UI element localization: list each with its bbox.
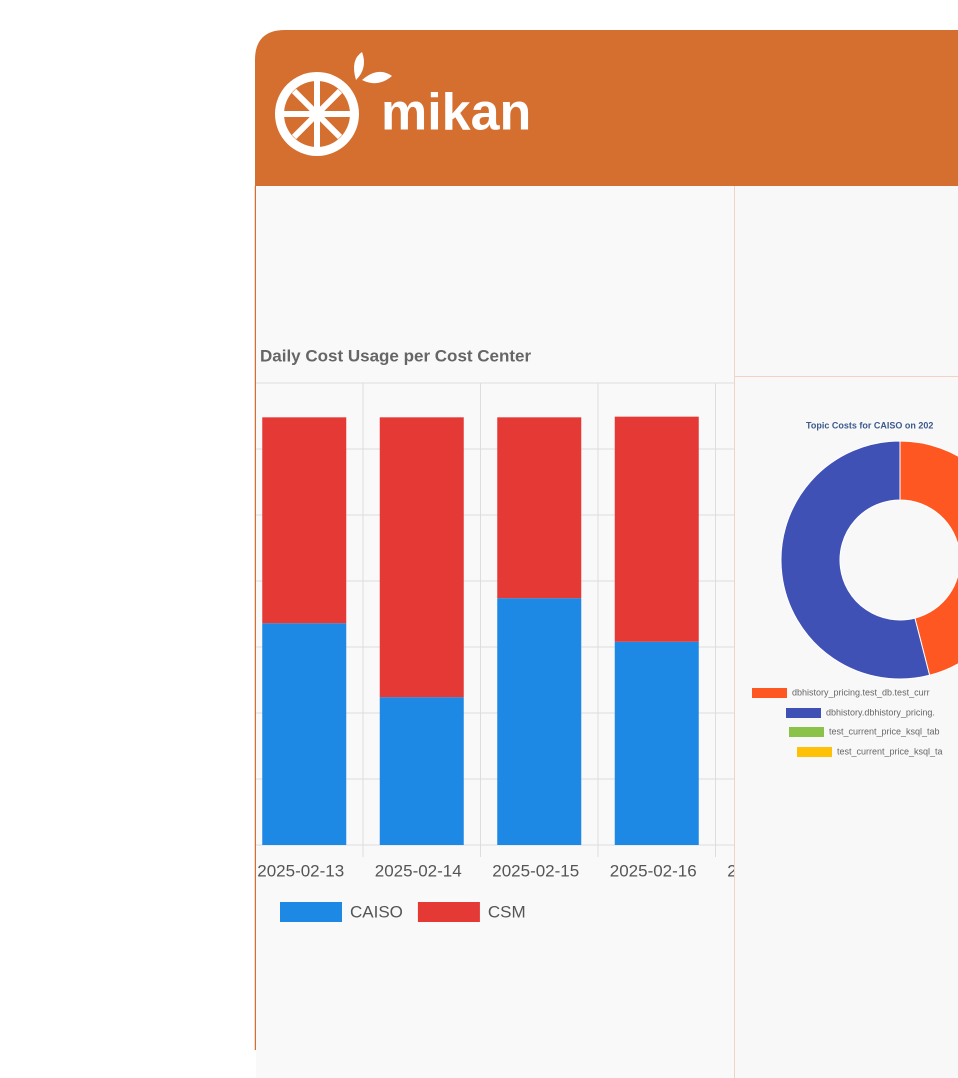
- legend-label: test_current_price_ksql_tab: [829, 726, 940, 736]
- bar-segment: [497, 417, 582, 599]
- x-tick-label: 2025-02-16: [610, 861, 697, 880]
- x-tick-label: 2025-02-14: [375, 861, 462, 880]
- bar-chart: 2025-02-13 2025-02-14 2025-02-15 2025-02-16…: [256, 382, 736, 922]
- doughnut-chart: dbhistory_pricing.test_db.test_currdbhis…: [752, 440, 958, 757]
- logo-icon: [275, 52, 392, 156]
- header-bar: [255, 30, 958, 186]
- bar-segment: [379, 417, 464, 698]
- bar-segment: [262, 623, 347, 845]
- legend-label: dbhistory_pricing.test_db.test_curr: [792, 687, 930, 697]
- chart-title: Daily Cost Usage per Cost Center: [260, 346, 532, 365]
- legend-swatch: [789, 727, 824, 737]
- x-tick-label: 2025-02-15: [492, 861, 579, 880]
- legend-label: CSM: [488, 902, 526, 921]
- bar-segment: [262, 417, 347, 624]
- legend-swatch: [417, 902, 480, 922]
- x-tick-label: 2: [727, 861, 736, 880]
- bar-segment: [614, 641, 699, 845]
- legend-swatch: [797, 747, 832, 757]
- legend-label: test_current_price_ksql_ta: [837, 746, 943, 756]
- doughnut-slice: [780, 440, 931, 680]
- legend-swatch: [280, 902, 342, 922]
- brand-name: mikan: [381, 84, 531, 142]
- legend-label: CAISO: [350, 902, 403, 921]
- bar-segment: [614, 416, 699, 642]
- bar-segment: [497, 598, 582, 845]
- doughnut-slice: [899, 440, 958, 676]
- legend-swatch: [786, 708, 821, 718]
- chart-title: Topic Costs for CAISO on 202: [806, 420, 933, 430]
- x-tick-label: 2025-02-13: [257, 861, 344, 880]
- bar-segment: [379, 697, 464, 845]
- legend-swatch: [752, 688, 787, 698]
- legend-label: dbhistory.dbhistory_pricing.: [826, 707, 935, 717]
